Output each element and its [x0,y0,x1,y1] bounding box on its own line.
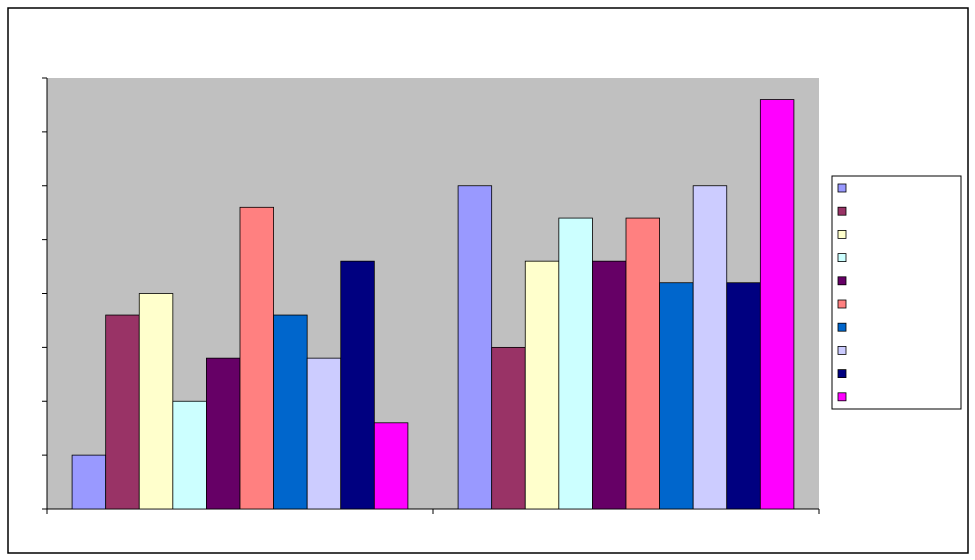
legend-swatch [837,276,847,286]
bar [726,282,761,510]
bar [692,185,728,510]
legend-swatch [837,345,847,355]
bar [373,422,409,510]
bar [759,99,795,510]
legend-swatch [837,206,847,216]
legend-swatch [837,183,847,193]
bar [625,217,660,510]
bar [138,293,174,510]
legend [831,175,962,410]
bar [105,314,140,510]
bar [239,206,274,510]
bar [659,282,694,510]
bar [558,217,593,510]
bar [340,260,375,510]
bar [206,357,241,510]
bar [592,260,627,510]
bar [71,454,107,510]
legend-swatch [837,253,847,263]
bar [172,400,207,510]
bar [524,260,560,510]
legend-swatch [837,369,847,379]
bar [306,357,342,510]
legend-swatch [837,392,847,402]
bar [457,185,493,510]
legend-swatch [837,229,847,239]
legend-swatch [837,322,847,332]
bar [273,314,308,510]
bar [491,346,526,510]
legend-swatch [837,299,847,309]
